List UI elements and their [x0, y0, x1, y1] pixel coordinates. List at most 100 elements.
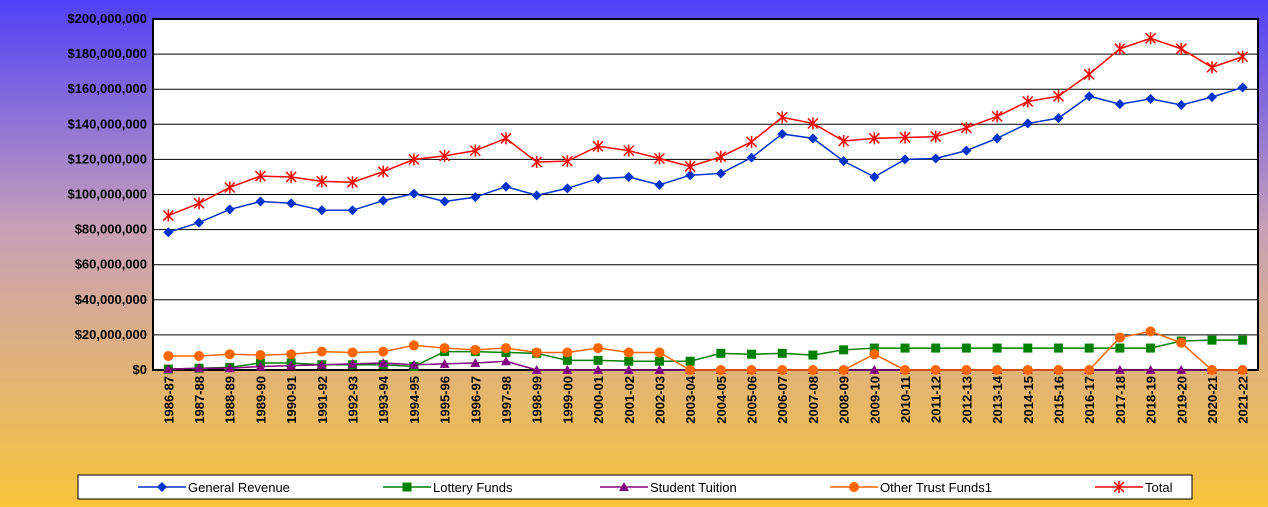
data-point [439, 149, 451, 162]
data-point [378, 346, 389, 357]
data-point [1237, 365, 1248, 375]
data-point [623, 144, 635, 157]
data-point [1114, 99, 1125, 110]
x-tick-label: 1991-92 [315, 376, 330, 424]
data-point [623, 365, 634, 374]
data-point [500, 132, 512, 145]
data-point [776, 111, 788, 124]
data-point [1084, 91, 1095, 102]
data-point [593, 343, 604, 354]
data-point [1114, 332, 1125, 343]
legend-marker [849, 482, 859, 492]
data-point [1146, 343, 1156, 353]
legend-label: General Revenue [188, 480, 290, 495]
data-point [1175, 42, 1187, 55]
data-point [930, 130, 942, 143]
y-tick-label: $140,000,000 [67, 116, 147, 131]
data-point [746, 152, 757, 163]
data-point [1176, 365, 1187, 374]
data-point [838, 365, 849, 375]
data-point [377, 165, 389, 178]
x-tick-label: 2013-14 [990, 375, 1005, 423]
data-point [1237, 82, 1248, 93]
data-point [623, 347, 634, 358]
data-point [254, 170, 266, 183]
x-tick-label: 1998-99 [530, 376, 545, 424]
data-point [1145, 365, 1156, 374]
data-point [163, 227, 174, 238]
data-point [685, 170, 696, 181]
data-point [1176, 99, 1187, 110]
data-point [1022, 365, 1033, 375]
x-tick-label: 2000-01 [591, 376, 606, 424]
series-line [168, 86, 1243, 233]
data-point [194, 363, 205, 373]
data-point [439, 343, 450, 354]
data-point [716, 348, 726, 358]
data-point [439, 358, 450, 368]
data-point [715, 168, 726, 179]
y-tick-label: $100,000,000 [67, 187, 147, 202]
data-point [562, 355, 572, 365]
data-point [592, 140, 604, 153]
data-point [470, 192, 481, 203]
y-tick-label: $20,000,000 [75, 327, 147, 342]
legend-marker [1113, 481, 1125, 493]
y-tick-label: $0 [133, 362, 147, 377]
data-point [1084, 365, 1095, 375]
data-point [869, 365, 880, 374]
data-point [777, 348, 787, 358]
data-point [808, 350, 818, 360]
data-point [286, 198, 297, 209]
data-point [623, 171, 634, 182]
data-point [1206, 92, 1217, 103]
x-tick-label: 2011-12 [929, 376, 944, 423]
data-point [900, 343, 910, 353]
data-point [1115, 343, 1125, 353]
data-point [408, 153, 420, 166]
data-point [1022, 95, 1034, 108]
data-point [1145, 32, 1157, 45]
data-point [531, 347, 542, 358]
data-point [653, 152, 665, 165]
data-point [1023, 343, 1033, 353]
data-point [531, 156, 543, 169]
data-point [469, 144, 481, 157]
data-point [1084, 343, 1094, 353]
data-point [255, 350, 266, 361]
data-point [531, 365, 542, 374]
data-point [347, 205, 358, 216]
data-point [347, 358, 358, 368]
data-point [224, 349, 235, 360]
x-tick-label: 1994-95 [407, 376, 422, 424]
legend-marker [157, 482, 167, 492]
x-tick-label: 1996-97 [468, 376, 483, 424]
data-point [286, 360, 297, 370]
x-tick-label: 2016-17 [1082, 376, 1097, 424]
data-point [838, 156, 849, 167]
data-point [1083, 68, 1095, 81]
data-point [1238, 335, 1248, 345]
x-tick-label: 2005-06 [745, 376, 760, 424]
x-tick-label: 1997-98 [499, 376, 514, 424]
data-point [1145, 326, 1156, 337]
x-tick-label: 1989-90 [253, 376, 268, 424]
y-tick-label: $80,000,000 [75, 222, 147, 237]
data-point [777, 128, 788, 139]
data-point [899, 131, 911, 144]
data-point [347, 347, 358, 358]
data-point [255, 196, 266, 207]
data-point [316, 346, 327, 357]
legend-label: Total [1145, 480, 1173, 495]
data-point [194, 350, 205, 361]
data-point [224, 181, 236, 194]
x-tick-label: 2017-18 [1113, 376, 1128, 424]
y-tick-label: $200,000,000 [67, 11, 147, 26]
data-point [285, 170, 297, 183]
data-point [1114, 365, 1125, 374]
x-tick-label: 2004-05 [714, 376, 729, 424]
data-point [654, 356, 664, 366]
data-point [777, 365, 788, 375]
data-point [654, 347, 665, 358]
data-point [1176, 337, 1187, 348]
